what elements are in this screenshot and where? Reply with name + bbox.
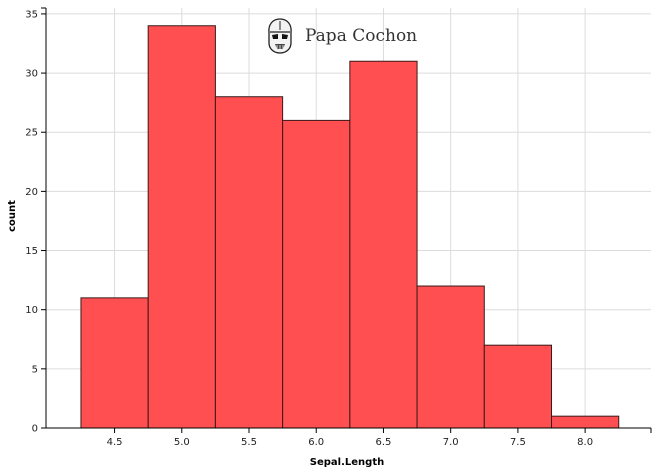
x-tick-label: 7.5 <box>510 437 526 448</box>
y-tick-label: 10 <box>25 305 38 316</box>
y-tick-label: 30 <box>25 69 38 80</box>
histogram-bar <box>214 96 284 429</box>
histogram-bar <box>147 25 216 429</box>
x-tick-label: 7.0 <box>443 437 459 448</box>
y-tick-label: 25 <box>25 128 38 139</box>
x-tick-label: 5.5 <box>241 437 257 448</box>
y-axis-ticks: 0 5 10 15 20 25 30 35 <box>25 9 46 435</box>
stormtrooper-icon <box>268 18 292 54</box>
histogram-bar <box>80 297 149 429</box>
x-axis-title: Sepal.Length <box>310 457 384 468</box>
x-tick-label: 8.0 <box>577 437 593 448</box>
axes <box>41 7 652 433</box>
x-tick-label: 5.0 <box>174 437 190 448</box>
bars <box>80 25 620 429</box>
y-tick-label: 35 <box>25 9 38 20</box>
y-axis-title: count <box>7 200 18 232</box>
y-tick-label: 15 <box>25 246 38 257</box>
x-tick-label: 6.5 <box>376 437 392 448</box>
x-axis-ticks: 4.5 5.0 5.5 6.0 6.5 7.0 7.5 8.0 <box>107 428 593 448</box>
watermark-text: Papa Cochon <box>305 26 417 46</box>
y-tick-label: 0 <box>32 424 38 435</box>
y-tick-label: 5 <box>32 364 38 375</box>
x-tick-label: 6.0 <box>308 437 324 448</box>
histogram-bar <box>416 285 485 429</box>
histogram-bar <box>483 344 553 429</box>
histogram-bar <box>349 60 418 429</box>
histogram-bar <box>551 415 620 429</box>
y-tick-label: 20 <box>25 187 38 198</box>
watermark: Papa Cochon <box>268 18 417 54</box>
x-tick-label: 4.5 <box>107 437 123 448</box>
histogram-bar <box>282 119 351 429</box>
